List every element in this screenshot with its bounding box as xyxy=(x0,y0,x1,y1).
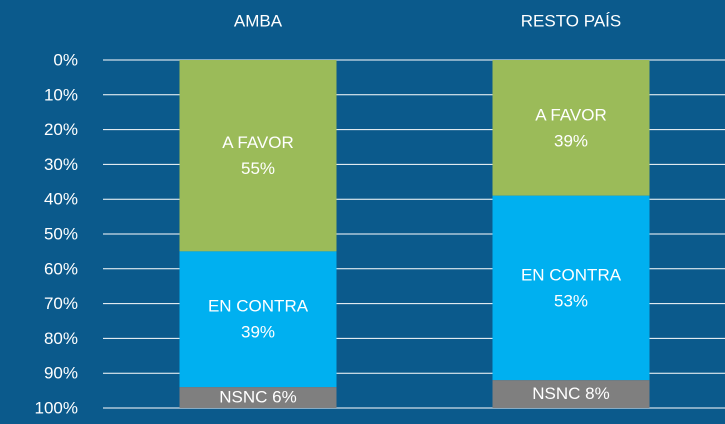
series-name: NSNC xyxy=(532,385,580,404)
bar-segment xyxy=(492,60,650,196)
y-tick-label: 70% xyxy=(44,294,78,313)
series-name: NSNC xyxy=(219,388,267,407)
value-label: 6% xyxy=(272,388,297,407)
value-label: 55% xyxy=(241,159,275,178)
y-tick-label: 20% xyxy=(44,120,78,139)
value-label: 8% xyxy=(585,385,610,404)
y-tick-label: 0% xyxy=(53,50,78,69)
bar-segment xyxy=(492,195,650,381)
bar-segment xyxy=(179,387,337,408)
y-tick-label: 30% xyxy=(44,155,78,174)
data-label: NSNC 6% xyxy=(219,388,296,407)
y-tick-label: 100% xyxy=(35,398,78,417)
x-category-label: RESTO PAÍS xyxy=(521,11,621,30)
value-label: 53% xyxy=(554,291,588,310)
series-name: A FAVOR xyxy=(535,105,607,124)
data-label: NSNC 8% xyxy=(532,385,609,404)
series-name: EN CONTRA xyxy=(208,297,309,316)
y-tick-label: 80% xyxy=(44,329,78,348)
series-name: A FAVOR xyxy=(222,133,294,152)
x-category-label: AMBA xyxy=(234,11,283,30)
bar-segment xyxy=(179,251,337,388)
series-name: EN CONTRA xyxy=(521,265,622,284)
y-tick-label: 60% xyxy=(44,259,78,278)
y-tick-label: 10% xyxy=(44,85,78,104)
bar-segment xyxy=(179,60,337,252)
value-label: 39% xyxy=(241,323,275,342)
y-tick-label: 50% xyxy=(44,224,78,243)
bar-segment xyxy=(492,380,650,408)
y-tick-label: 90% xyxy=(44,364,78,383)
y-tick-label: 40% xyxy=(44,190,78,209)
value-label: 39% xyxy=(554,131,588,150)
